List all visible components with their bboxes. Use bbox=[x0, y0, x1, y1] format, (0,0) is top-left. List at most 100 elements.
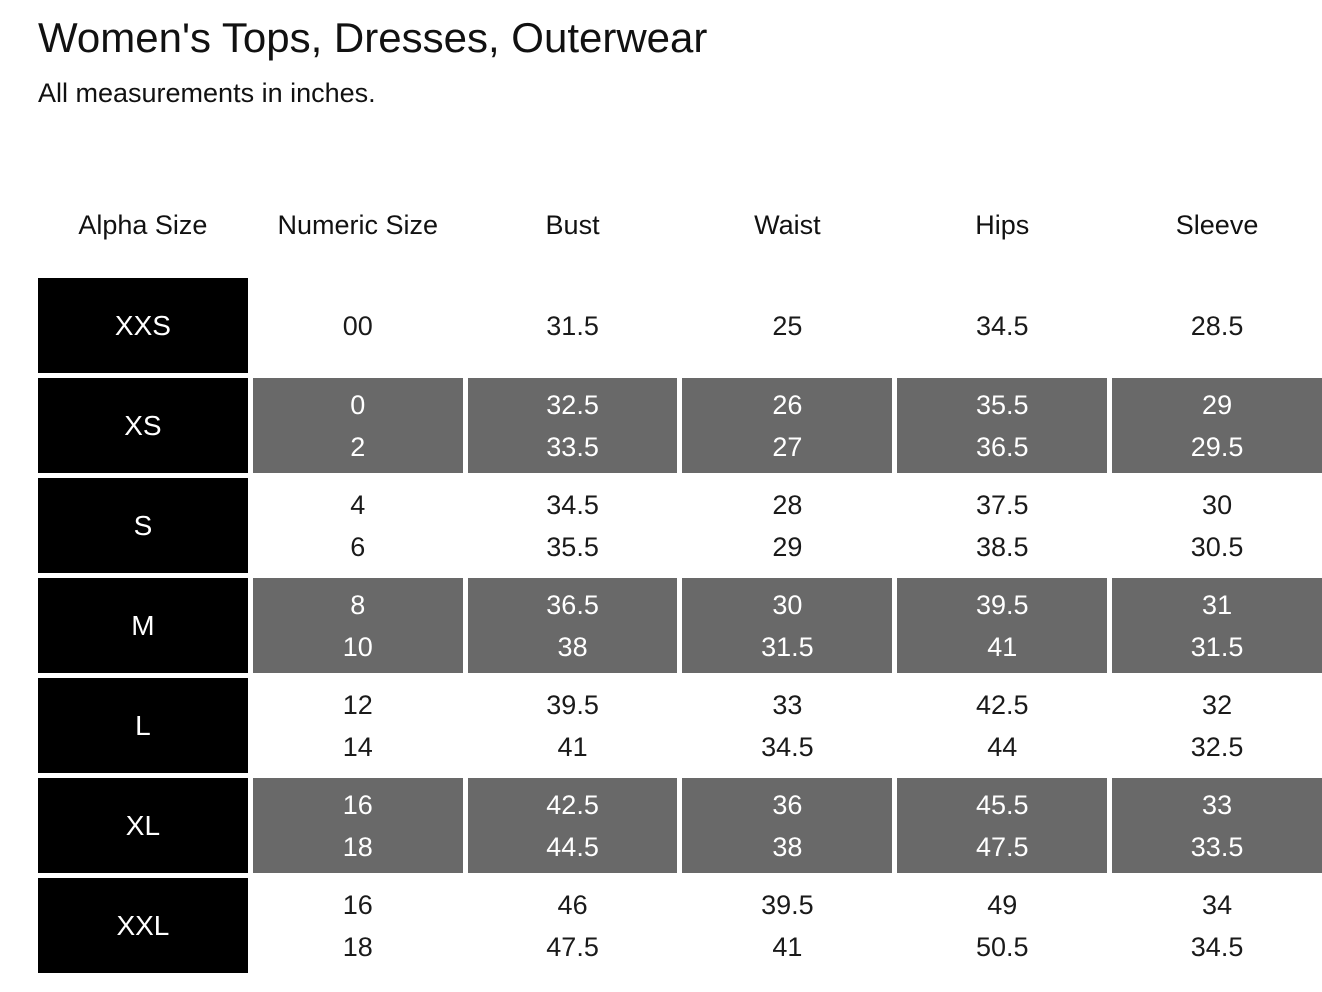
cell-value: 42.5 bbox=[975, 689, 1029, 720]
sleeve-cell: 32 32.5 bbox=[1112, 678, 1322, 773]
cell-value: 34.5 bbox=[761, 731, 814, 762]
cell-value: 47.5 bbox=[975, 831, 1029, 862]
cell-value: 29 bbox=[772, 531, 803, 562]
cell-value: 39.5 bbox=[975, 589, 1029, 620]
cell-value: 0 bbox=[350, 389, 366, 420]
cell-value: 34.5 bbox=[975, 310, 1029, 341]
alpha-size-cell: XXL bbox=[38, 878, 248, 973]
cell-value: 33.5 bbox=[546, 431, 599, 462]
column-header-alpha-size: Alpha Size bbox=[78, 209, 208, 240]
bust-cell: 46 47.5 bbox=[468, 878, 678, 973]
cell-value: 29 bbox=[1202, 389, 1233, 420]
cell-value: 39.5 bbox=[761, 889, 814, 920]
alpha-size-label: XXL bbox=[116, 909, 170, 941]
bust-cell: 36.5 38 bbox=[467, 578, 678, 673]
cell-value: 8 bbox=[350, 589, 366, 620]
cell-value: 26 bbox=[772, 389, 803, 420]
cell-value: 44.5 bbox=[546, 831, 599, 862]
column-header-numeric-size: Numeric Size bbox=[277, 209, 439, 240]
hips-cell: 34.5 bbox=[897, 278, 1107, 373]
cell-value: 35.5 bbox=[975, 389, 1029, 420]
alpha-size-label: XL bbox=[125, 809, 161, 841]
cell-value: 34.5 bbox=[546, 489, 599, 520]
waist-cell: 26 27 bbox=[682, 378, 893, 473]
cell-value: 41 bbox=[557, 731, 588, 762]
waist-cell: 25 bbox=[682, 278, 892, 373]
cell-value: 36 bbox=[772, 789, 803, 820]
sleeve-cell: 31 31.5 bbox=[1112, 578, 1322, 673]
cell-value: 32.5 bbox=[1190, 731, 1244, 762]
cell-value: 41 bbox=[772, 931, 803, 962]
cell-value: 32 bbox=[1202, 689, 1233, 720]
numeric-size-cell: 16 18 bbox=[253, 878, 463, 973]
cell-value: 38 bbox=[557, 631, 588, 662]
cell-value: 35.5 bbox=[546, 531, 599, 562]
column-header-waist: Waist bbox=[754, 209, 821, 240]
bust-cell: 42.5 44.5 bbox=[467, 778, 678, 873]
waist-cell: 30 31.5 bbox=[682, 578, 893, 673]
alpha-size-cell: XS bbox=[38, 378, 248, 473]
sleeve-cell: 34 34.5 bbox=[1112, 878, 1322, 973]
hips-cell: 45.5 47.5 bbox=[897, 778, 1108, 873]
cell-value: 34 bbox=[1202, 889, 1233, 920]
cell-value: 31.5 bbox=[546, 310, 599, 341]
cell-value: 31.5 bbox=[1190, 631, 1244, 662]
numeric-size-cell: 00 bbox=[253, 278, 463, 373]
bust-cell: 39.5 41 bbox=[468, 678, 678, 773]
cell-value: 30 bbox=[772, 589, 803, 620]
table-row-xl: XL 16 18 42.5 44.5 36 38 45.5 47.5 33 33.5 bbox=[38, 778, 1322, 873]
cell-value: 36.5 bbox=[975, 431, 1029, 462]
cell-value: 30.5 bbox=[1190, 531, 1244, 562]
cell-value: 47.5 bbox=[546, 931, 599, 962]
column-header-sleeve: Sleeve bbox=[1175, 209, 1259, 240]
bust-cell: 31.5 bbox=[468, 278, 678, 373]
alpha-size-cell: S bbox=[38, 478, 248, 573]
alpha-size-label: M bbox=[131, 609, 155, 641]
alpha-size-cell: XXS bbox=[38, 278, 248, 373]
cell-value: 28 bbox=[772, 489, 803, 520]
cell-value: 31 bbox=[1202, 589, 1233, 620]
waist-cell: 33 34.5 bbox=[682, 678, 892, 773]
cell-value: 4 bbox=[350, 489, 366, 520]
cell-value: 36.5 bbox=[546, 589, 599, 620]
cell-value: 27 bbox=[772, 431, 803, 462]
bust-cell: 34.5 35.5 bbox=[468, 478, 678, 573]
cell-value: 30 bbox=[1202, 489, 1233, 520]
cell-value: 41 bbox=[987, 631, 1018, 662]
cell-value: 31.5 bbox=[761, 631, 814, 662]
cell-value: 45.5 bbox=[975, 789, 1029, 820]
cell-value: 49 bbox=[987, 889, 1018, 920]
sleeve-cell: 33 33.5 bbox=[1112, 778, 1322, 873]
bust-cell: 32.5 33.5 bbox=[467, 378, 678, 473]
alpha-size-label: XXS bbox=[114, 309, 171, 341]
cell-value: 33.5 bbox=[1190, 831, 1244, 862]
numeric-size-cell: 12 14 bbox=[253, 678, 463, 773]
cell-value: 29.5 bbox=[1190, 431, 1244, 462]
sleeve-cell: 28.5 bbox=[1112, 278, 1322, 373]
cell-value: 18 bbox=[342, 831, 373, 862]
alpha-size-label: XS bbox=[124, 409, 162, 441]
cell-value: 18 bbox=[342, 931, 373, 962]
alpha-size-cell: L bbox=[38, 678, 248, 773]
cell-value: 39.5 bbox=[546, 689, 599, 720]
cell-value: 38 bbox=[772, 831, 803, 862]
cell-value: 34.5 bbox=[1190, 931, 1244, 962]
alpha-size-cell: XL bbox=[38, 778, 248, 873]
cell-value: 46 bbox=[557, 889, 588, 920]
cell-value: 32.5 bbox=[546, 389, 599, 420]
table-row-xxl: XXL 16 18 46 47.5 39.5 41 49 50.5 34 34.5 bbox=[38, 878, 1322, 973]
cell-value: 16 bbox=[342, 889, 373, 920]
cell-value: 14 bbox=[342, 731, 373, 762]
sleeve-cell: 29 29.5 bbox=[1112, 378, 1322, 473]
column-header-hips: Hips bbox=[975, 209, 1030, 240]
table-header-row: Alpha Size Numeric Size Bust Waist Hips … bbox=[38, 203, 1322, 247]
waist-cell: 28 29 bbox=[682, 478, 892, 573]
hips-cell: 39.5 41 bbox=[897, 578, 1108, 673]
column-header-bust: Bust bbox=[545, 209, 600, 240]
cell-value: 33 bbox=[1202, 789, 1233, 820]
waist-cell: 36 38 bbox=[682, 778, 893, 873]
cell-value: 33 bbox=[772, 689, 803, 720]
hips-cell: 49 50.5 bbox=[897, 878, 1107, 973]
